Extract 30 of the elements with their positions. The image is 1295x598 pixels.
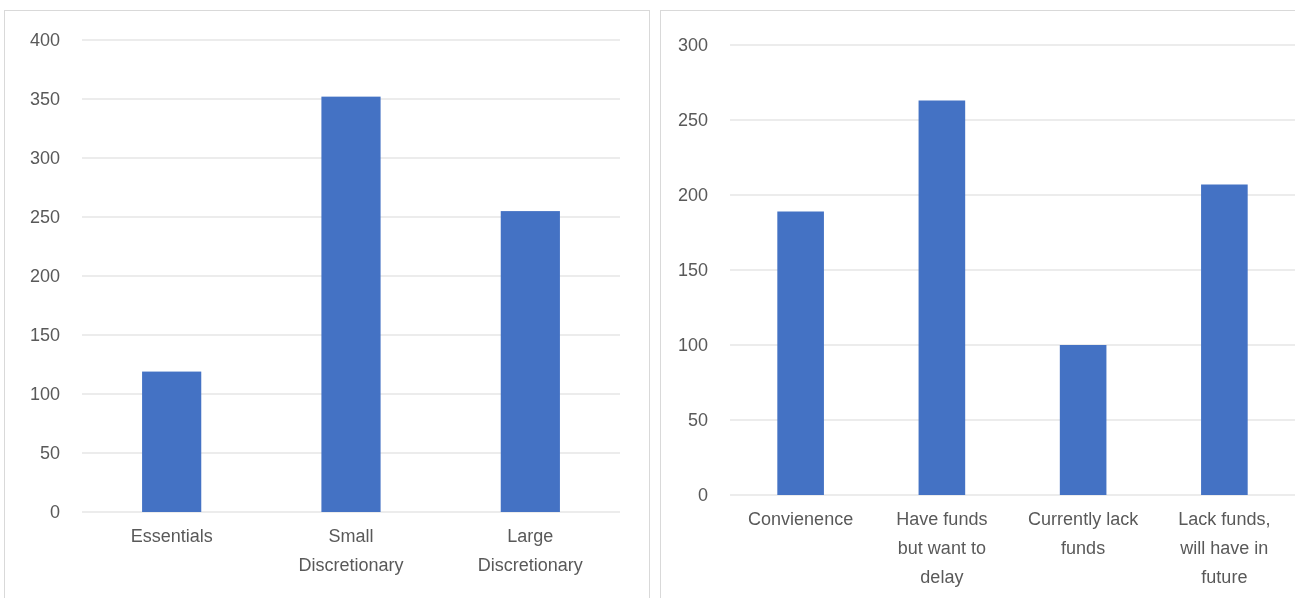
bar [500,211,560,512]
y-tick-label: 150 [29,325,60,346]
y-tick-label: 300 [29,148,60,169]
bar [777,211,824,495]
x-tick-label: Have funds but want to delay [896,509,988,587]
x-tick-label: Small Discretionary [298,526,404,575]
bar [1059,345,1107,495]
x-tick-label: Convienence [748,509,854,529]
y-tick-label: 50 [687,410,708,431]
y-tick-label: 250 [677,110,708,131]
bar [321,96,381,512]
bar [918,100,966,495]
y-tick-label: 200 [677,185,708,206]
y-tick-label: 150 [677,260,708,281]
y-tick-label: 350 [29,89,60,110]
y-tick-label: 400 [29,30,60,51]
y-tick-label: 0 [697,485,708,506]
y-tick-label: 100 [677,335,708,356]
x-tick-label: Large Discretionary [477,526,583,575]
y-tick-label: 0 [49,502,60,523]
y-tick-label: 250 [29,207,60,228]
y-tick-label: 50 [39,443,60,464]
y-tick-label: 200 [29,266,60,287]
bar [1201,184,1248,495]
y-tick-label: 300 [677,35,708,56]
x-tick-label: Lack funds, will have in future [1178,509,1271,587]
x-tick-label: Essentials [130,526,213,546]
x-tick-label: Currently lack funds [1028,509,1140,558]
bar [142,371,202,512]
y-tick-label: 100 [29,384,60,405]
